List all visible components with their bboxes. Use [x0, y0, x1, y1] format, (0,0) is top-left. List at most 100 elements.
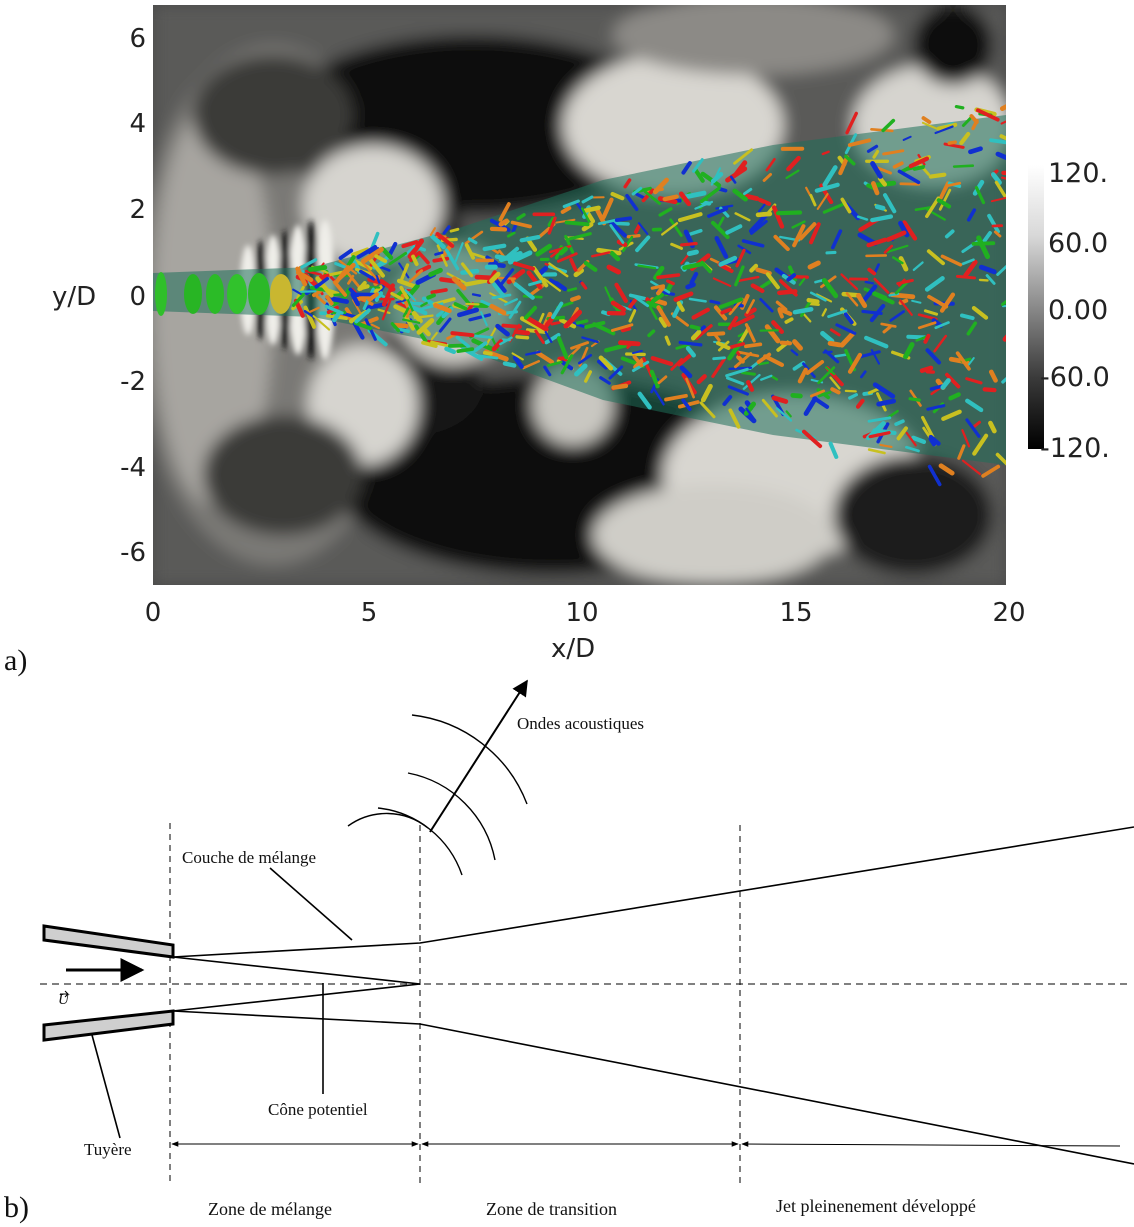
iso-surface-fragment [898, 256, 909, 272]
iso-surface-fragment [716, 341, 731, 350]
iso-surface-fragment [658, 316, 668, 328]
iso-surface-fragment [683, 190, 707, 200]
iso-surface-fragment [817, 390, 832, 398]
iso-surface-fragment [882, 193, 897, 214]
iso-surface-fragment [737, 326, 751, 346]
iso-surface-fragment [699, 186, 721, 204]
iso-surface-fragment [877, 176, 888, 187]
iso-surface-fragment [830, 387, 841, 395]
iso-surface-fragment [628, 309, 637, 323]
iso-surface-fragment [417, 250, 430, 265]
iso-surface-fragment [798, 222, 817, 241]
iso-surface-fragment [601, 197, 614, 220]
iso-surface-fragment [312, 315, 331, 331]
iso-surface-fragment [868, 431, 891, 439]
lower-shear-boundary [172, 1010, 1134, 1165]
iso-surface-fragment [710, 220, 730, 240]
iso-surface-fragment [710, 171, 724, 184]
iso-surface-fragment [395, 299, 406, 304]
iso-surface-fragment [987, 213, 1000, 234]
iso-surface-fragment [548, 278, 563, 288]
iso-surface-fragment [647, 329, 656, 338]
iso-surface-fragment [938, 463, 955, 476]
iso-surface-fragment [985, 274, 996, 285]
iso-surface-fragment [777, 307, 793, 316]
iso-surface-fragment [867, 416, 892, 423]
iso-surface-fragment [564, 234, 575, 254]
iso-surface-fragment [690, 329, 702, 341]
iso-surface-fragment [510, 220, 532, 229]
iso-surface-fragment [905, 445, 920, 453]
iso-surface-fragment [356, 245, 378, 259]
iso-surface-fragment [651, 292, 664, 304]
iso-surface-fragment [606, 264, 622, 275]
iso-surface-fragment [821, 150, 830, 156]
y-tick-4: 4 [129, 109, 146, 139]
iso-surface-fragment [402, 307, 410, 318]
iso-surface-fragment [867, 448, 886, 455]
iso-surface-fragment [899, 182, 921, 186]
iso-surface-fragment [855, 398, 865, 409]
iso-surface-fragment [489, 271, 501, 284]
iso-surface-fragment [733, 352, 753, 369]
iso-surface-fragment [911, 299, 922, 304]
iso-surface-fragment [685, 282, 696, 290]
iso-surface-fragment [993, 230, 1002, 238]
iso-surface-fragment [464, 243, 476, 260]
iso-surface-fragment [334, 261, 348, 270]
iso-surface-fragment [761, 398, 778, 418]
iso-surface-fragment [480, 311, 488, 327]
iso-surface-fragment [809, 291, 827, 302]
iso-surface-fragment [653, 388, 665, 406]
iso-surface-fragment [725, 166, 748, 183]
iso-surface-fragment [584, 320, 606, 329]
iso-surface-fragment [911, 435, 927, 445]
iso-surface-fragment [523, 305, 538, 320]
iso-surface-fragment [801, 429, 823, 449]
iso-surface-fragment [499, 336, 513, 346]
iso-surface-fragment [455, 335, 471, 348]
iso-surface-fragment [488, 262, 506, 268]
iso-surface-fragment [650, 356, 674, 367]
iso-surface-fragment [694, 200, 714, 210]
iso-surface-fragment [375, 274, 381, 284]
iso-surface-fragment [879, 443, 893, 448]
iso-surface-fragment [334, 265, 351, 284]
iso-surface-fragment [972, 433, 989, 456]
iso-surface-fragment [792, 360, 806, 371]
y-axis-label: y/D [52, 282, 97, 312]
iso-surface-fragment [664, 393, 688, 402]
iso-surface-fragment [734, 265, 745, 287]
iso-surface-fragment [965, 418, 981, 438]
iso-surface-fragment [494, 254, 512, 262]
panel-b-letter: b) [4, 1191, 29, 1224]
iso-surface-fragment [856, 215, 869, 221]
iso-surface-fragment [442, 225, 451, 235]
iso-surface-fragment [558, 246, 569, 256]
iso-surface-fragment [845, 111, 858, 135]
iso-surface-fragment [966, 321, 978, 336]
iso-surface-fragment [995, 452, 1006, 466]
iso-surface-fragment [792, 307, 814, 315]
iso-surface-fragment [598, 355, 614, 371]
iso-surface-fragment [460, 262, 474, 278]
iso-surface-fragment [303, 305, 317, 329]
iso-surface-fragment [489, 226, 508, 232]
iso-surface-fragment [722, 395, 733, 407]
x-tick-0: 0 [144, 598, 162, 628]
iso-surface-fragment [430, 331, 438, 341]
iso-surface-fragment [856, 293, 868, 309]
iso-surface-fragment [874, 204, 886, 211]
iso-surface-fragment [1001, 299, 1006, 306]
iso-surface-fragment [610, 323, 634, 332]
iso-surface-fragment [749, 219, 768, 235]
iso-surface-fragment [350, 292, 360, 307]
iso-surface-fragment [816, 192, 829, 210]
iso-surface-fragment [331, 312, 341, 323]
iso-surface-fragment [957, 444, 966, 460]
iso-surface-fragment [995, 151, 1006, 161]
iso-surface-fragment [959, 313, 975, 321]
iso-surface-fragment [451, 276, 467, 291]
iso-surface-fragment [685, 377, 695, 399]
iso-surface-fragment [470, 252, 489, 260]
